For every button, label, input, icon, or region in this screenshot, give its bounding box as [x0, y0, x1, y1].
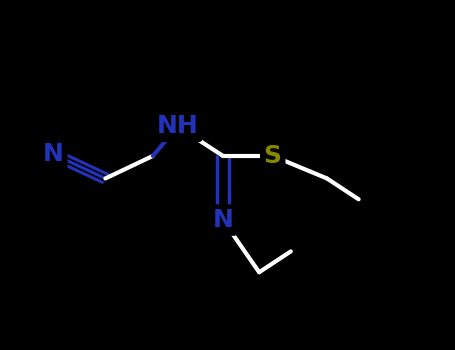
Text: NH: NH — [157, 114, 199, 138]
Text: N: N — [212, 208, 233, 232]
Text: N: N — [43, 142, 64, 166]
Text: S: S — [264, 144, 282, 168]
